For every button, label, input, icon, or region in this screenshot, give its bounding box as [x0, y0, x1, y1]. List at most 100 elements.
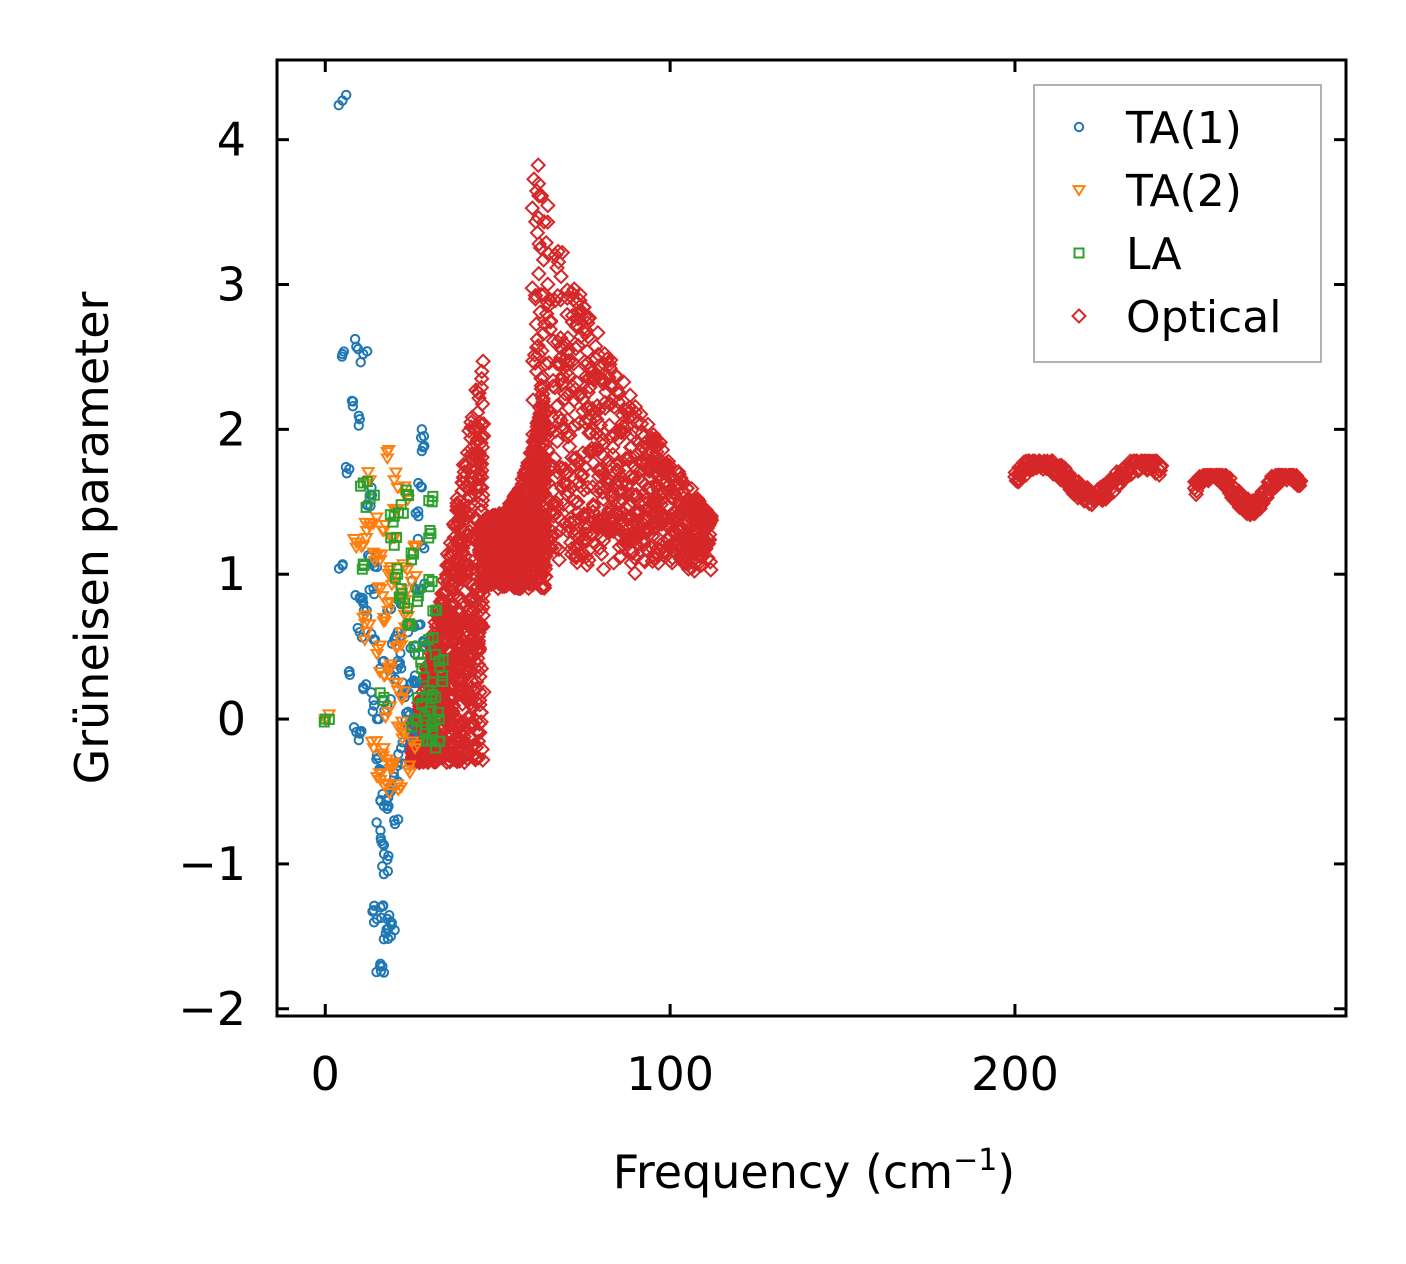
- optical-point: [456, 583, 473, 600]
- optical-point: [650, 555, 667, 572]
- optical-point: [580, 355, 596, 372]
- optical-point: [1010, 473, 1027, 490]
- ta1-point: [383, 850, 394, 862]
- la-point: [401, 602, 413, 614]
- la-point: [408, 641, 420, 653]
- optical-point: [536, 213, 552, 230]
- la-point: [405, 619, 417, 631]
- optical-point: [439, 570, 455, 587]
- optical-point: [645, 495, 662, 512]
- ta2-point: [358, 610, 373, 622]
- optical-point: [525, 392, 541, 409]
- ta2-point: [378, 712, 393, 724]
- x-tick-label: 0: [311, 1047, 340, 1101]
- optical-point: [573, 468, 590, 485]
- la-point: [423, 573, 435, 585]
- la-point: [391, 563, 403, 575]
- optical-point: [568, 374, 585, 391]
- y-tick-label: 2: [217, 402, 246, 456]
- optical-point: [430, 616, 447, 633]
- optical-point: [1271, 468, 1288, 485]
- optical-point: [702, 553, 719, 570]
- y-tick-label: 4: [217, 113, 246, 167]
- ta2-point: [393, 635, 409, 648]
- optical-point: [691, 493, 707, 510]
- optical-point: [1114, 471, 1131, 488]
- la-point: [391, 531, 403, 543]
- ta2-point: [372, 768, 388, 781]
- optical-point: [568, 449, 585, 466]
- optical-point: [601, 356, 618, 373]
- ta2-point: [390, 721, 405, 734]
- optical-point: [473, 416, 490, 433]
- la-point: [434, 735, 446, 747]
- optical-point: [564, 284, 580, 301]
- ta2-point: [369, 649, 385, 661]
- ta2-point: [371, 582, 386, 594]
- optical-point: [551, 459, 568, 476]
- optical-point: [506, 505, 523, 522]
- optical-point: [533, 370, 549, 387]
- ta2-point: [393, 782, 409, 795]
- optical-point: [541, 291, 558, 308]
- optical-point: [506, 576, 523, 592]
- optical-point: [456, 681, 473, 698]
- optical-point: [607, 504, 623, 521]
- optical-point: [568, 547, 585, 564]
- ta2-point: [368, 736, 384, 748]
- optical-point: [568, 495, 585, 512]
- optical-point: [533, 579, 549, 596]
- optical-point: [475, 353, 492, 370]
- ta2-point: [383, 701, 398, 714]
- optical-point: [456, 501, 473, 518]
- optical-point: [476, 577, 493, 594]
- optical-point: [549, 433, 566, 450]
- optical-point: [470, 385, 487, 402]
- y-tick-label: 0: [217, 692, 246, 746]
- optical-point: [554, 367, 571, 384]
- la-point: [368, 489, 380, 501]
- optical-point: [464, 691, 481, 708]
- optical-point: [583, 510, 600, 526]
- optical-point: [493, 568, 510, 585]
- optical-point: [437, 695, 454, 711]
- legend-marker: [1071, 308, 1087, 324]
- la-point: [427, 605, 439, 617]
- optical-point: [666, 503, 682, 520]
- optical-point: [546, 379, 563, 396]
- la-point: [388, 539, 400, 551]
- ta2-point: [390, 482, 406, 495]
- optical-point: [528, 426, 545, 442]
- optical-point: [553, 268, 569, 285]
- optical-point: [457, 690, 474, 706]
- optical-point: [550, 254, 567, 270]
- optical-point: [687, 542, 704, 559]
- optical-point: [515, 552, 532, 569]
- optical-point: [561, 385, 578, 402]
- optical-point: [531, 187, 547, 204]
- optical-point: [575, 299, 592, 316]
- scatter-marks: [317, 89, 1309, 978]
- ta1-point: [382, 865, 394, 877]
- optical-point: [528, 450, 545, 467]
- ta1-point: [383, 800, 394, 812]
- ta1-point: [353, 410, 364, 422]
- optical-point: [1095, 477, 1111, 494]
- la-point: [318, 716, 330, 728]
- optical-point: [590, 511, 607, 528]
- optical-point: [701, 508, 718, 525]
- ta2-point: [405, 736, 420, 749]
- optical-point: [580, 328, 597, 345]
- optical-point: [556, 515, 573, 532]
- optical-point: [458, 642, 475, 659]
- optical-point: [1122, 453, 1139, 470]
- ta2-point: [354, 541, 369, 554]
- optical-point: [448, 685, 465, 702]
- optical-point: [530, 265, 547, 282]
- optical-point: [619, 516, 636, 533]
- ta2-point: [381, 605, 396, 618]
- ta2-point: [362, 517, 378, 530]
- optical-point: [590, 402, 607, 419]
- optical-point: [544, 496, 560, 513]
- x-axis-title-close: ): [997, 1145, 1015, 1199]
